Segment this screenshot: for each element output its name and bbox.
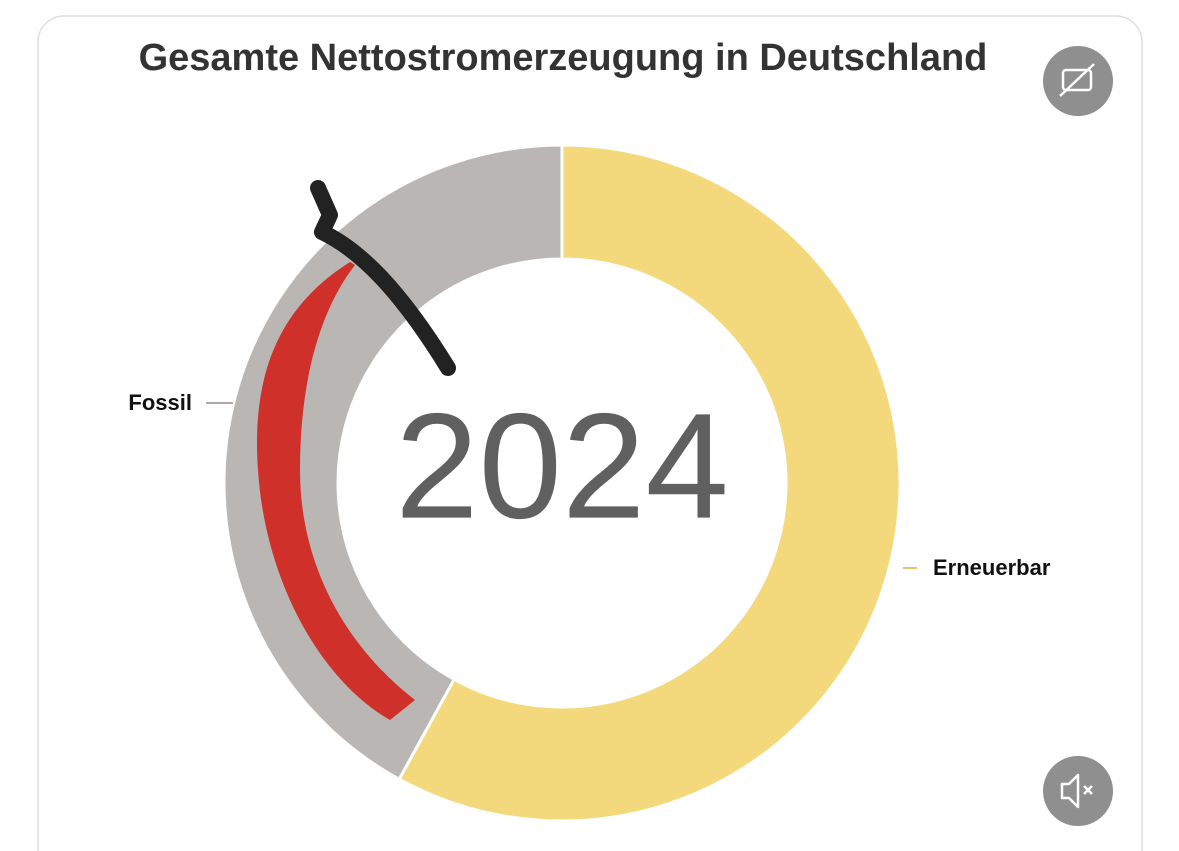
mute-x-icon [1083,785,1093,795]
cc-icon-slash [1059,63,1095,97]
cc-button[interactable] [1043,46,1113,116]
slice-label: Fossil [128,390,192,415]
red-scribble [256,262,415,720]
speaker-icon [1060,773,1080,809]
donut-slice [397,143,902,823]
black-scribble [310,180,456,376]
cc-icon [1061,68,1093,92]
mute-button[interactable] [1043,756,1113,826]
center-label: 2024 [395,382,729,550]
slice-label: Erneuerbar [933,555,1051,580]
cc-button-bg[interactable] [1043,46,1113,116]
chart-title: Gesamte Nettostromerzeugung in Deutschla… [139,37,988,79]
